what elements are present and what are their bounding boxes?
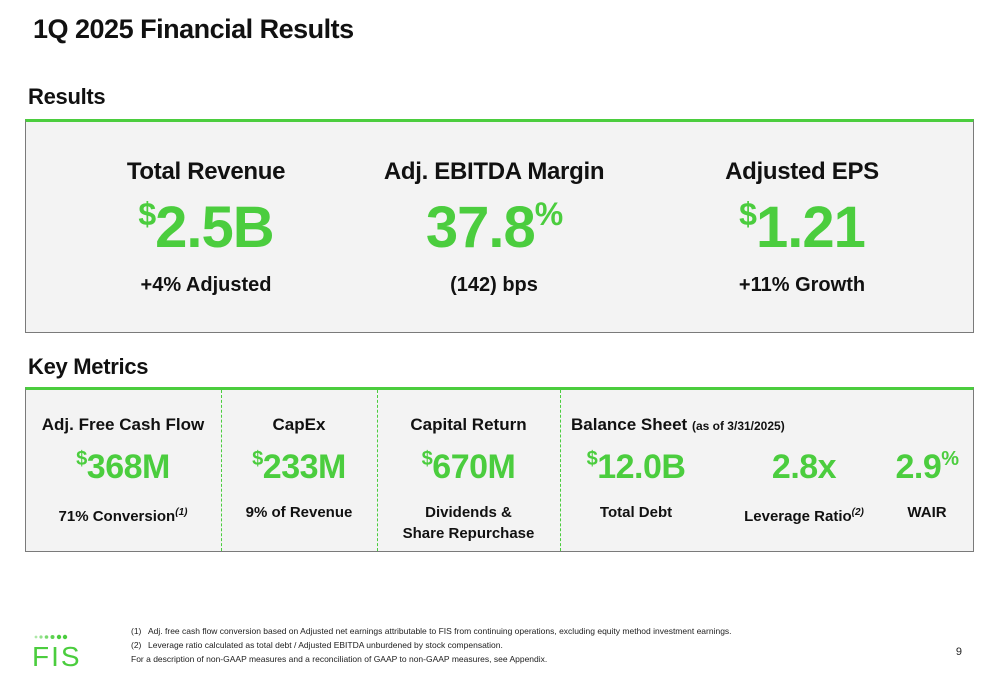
fis-logo: FIS [32,634,82,672]
free-cash-flow-card: Adj. Free Cash Flow $368M 71% Conversion… [26,390,220,551]
total-revenue-sub: +4% Adjusted [140,274,272,296]
footnotes: (1) Adj. free cash flow conversion based … [131,624,732,666]
metrics-divider-1 [221,390,222,551]
adjusted-eps-prefix: $ [739,196,757,232]
leverage-ratio-value: 2.8x [771,448,837,486]
free-cash-flow-value: $368M [26,448,220,487]
wair-sub: WAIR [907,504,947,521]
fis-logo-text: FIS [32,641,82,672]
wair-card: 2.9% WAIR [883,390,971,551]
leverage-ratio-card: 2.8x Leverage Ratio(2) [719,390,889,551]
footnote-1: (1) Adj. free cash flow conversion based … [131,624,732,638]
footnote-ref-2: (2) [851,507,864,518]
free-cash-flow-prefix: $ [76,448,87,470]
balance-sheet-date-note: (as of 3/31/2025) [691,419,785,433]
total-revenue-number: 2.5B [155,195,275,260]
capital-return-sub: Dividends & Share Repurchase [378,502,559,544]
capex-number: 233M [262,448,347,486]
balance-sheet-title: Balance Sheet [571,415,688,434]
adjusted-eps-number: 1.21 [755,195,866,260]
capital-return-heading: Capital Return [410,415,527,434]
capex-value: $233M [222,448,376,487]
footnote-2-text: Leverage ratio calculated as total debt … [148,640,503,650]
capex-prefix: $ [252,448,263,470]
capital-return-prefix: $ [421,448,433,470]
balance-sheet-heading: Balance Sheet (as of 3/31/2025) [571,415,785,435]
footnote-1-text: Adj. free cash flow conversion based on … [148,626,732,636]
footnote-2: (2) Leverage ratio calculated as total de… [131,638,732,652]
footnote-ref-1: (1) [175,507,188,518]
wair-suffix: % [941,448,959,470]
results-panel: Total Revenue $2.5B +4% Adjusted Adj. EB… [25,119,974,333]
capital-return-sub-line1: Dividends & [425,504,512,521]
total-debt-sub: Total Debt [599,504,673,521]
footnote-2-num: (2) [131,640,142,650]
footnote-extra: For a description of non-GAAP measures a… [131,654,548,664]
capital-return-value: $670M [378,448,559,487]
total-debt-prefix: $ [586,448,598,470]
free-cash-flow-sub-text: 71% Conversion [58,508,176,525]
key-metrics-section-label: Key Metrics [28,354,149,379]
ebitda-margin-value: 37.8% [344,194,644,261]
ebitda-margin-sub: (142) bps [450,274,538,296]
total-revenue-value: $2.5B [56,194,356,261]
total-debt-value: $12.0B [561,448,711,487]
free-cash-flow-sub: 71% Conversion(1) [26,502,220,527]
wair-number: 2.9 [895,448,942,486]
capex-sub: 9% of Revenue [245,504,353,521]
leverage-ratio-sub-text: Leverage Ratio [744,508,852,525]
total-debt-number: 12.0B [597,448,686,486]
capex-heading: CapEx [272,415,326,434]
ebitda-margin-heading: Adj. EBITDA Margin [383,158,605,185]
wair-value: 2.9% [883,448,971,487]
metrics-divider-2 [377,390,378,551]
page-number: 9 [955,646,962,658]
total-revenue-prefix: $ [138,196,156,232]
capital-return-card: Capital Return $670M Dividends & Share Re… [378,390,559,551]
balance-sheet-card: Balance Sheet (as of 3/31/2025) $12.0B T… [561,390,973,551]
adjusted-eps-heading: Adjusted EPS [725,158,879,185]
total-revenue-heading: Total Revenue [126,158,286,185]
capital-return-sub-line2: Share Repurchase [402,525,535,542]
results-section-label: Results [28,84,106,109]
key-metrics-panel: Adj. Free Cash Flow $368M 71% Conversion… [25,387,974,552]
total-debt-card: $12.0B Total Debt [561,390,711,551]
metrics-divider-3 [560,390,561,551]
footnote-1-num: (1) [131,626,142,636]
ebitda-margin-number: 37.8 [425,195,536,260]
page-title: 1Q 2025 Financial Results [33,14,354,44]
free-cash-flow-heading: Adj. Free Cash Flow [41,415,205,434]
adjusted-eps-sub: +11% Growth [738,274,866,296]
free-cash-flow-number: 368M [86,448,171,486]
ebitda-margin-suffix: % [534,196,563,232]
capital-return-number: 670M [432,448,516,486]
adjusted-eps-value: $1.21 [652,194,952,261]
leverage-ratio-sub: Leverage Ratio(2) [719,502,889,527]
capex-card: CapEx $233M 9% of Revenue [222,390,376,551]
